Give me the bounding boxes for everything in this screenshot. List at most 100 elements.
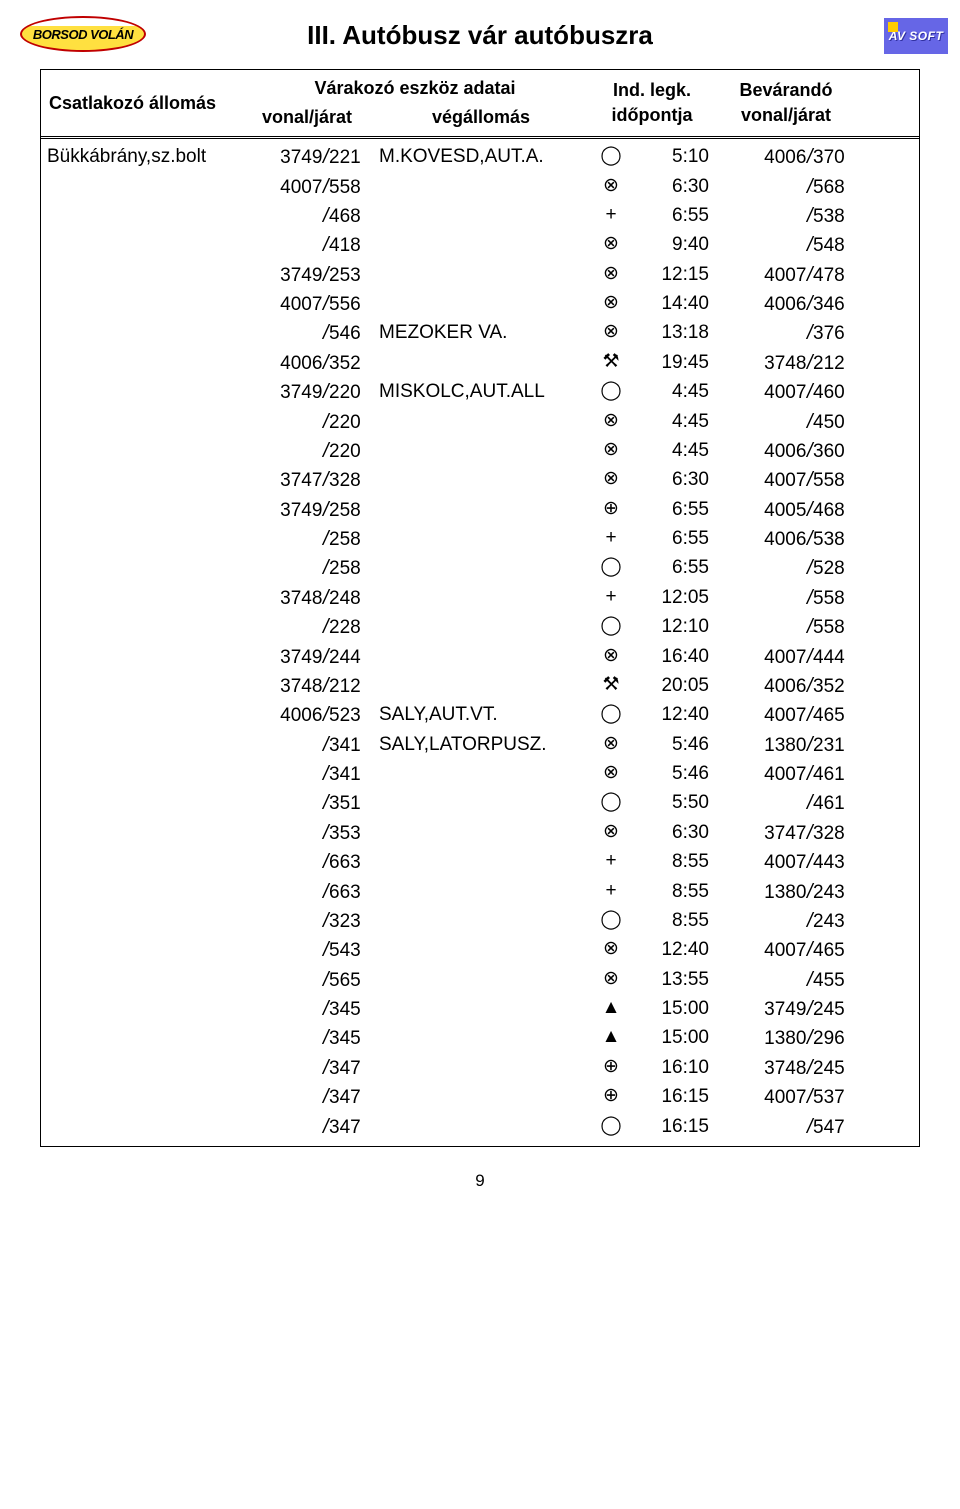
cell-time: 13:55 — [633, 966, 715, 995]
cell-line: /418 — [241, 231, 373, 260]
cell-terminal — [373, 907, 589, 936]
cell-time: 12:40 — [633, 701, 715, 730]
cell-time: 12:05 — [633, 584, 715, 613]
cell-terminal — [373, 231, 589, 260]
cell-line: /220 — [241, 437, 373, 466]
cell-daytype-icon: ◯ — [589, 1112, 633, 1141]
cell-daytype-icon: + — [589, 877, 633, 906]
cell-station — [41, 936, 241, 965]
cell-time: 16:40 — [633, 642, 715, 671]
cell-daytype-icon: ▲ — [589, 1024, 633, 1053]
th-awaited: Bevárandó vonal/járat — [715, 70, 857, 136]
cell-awaited-line: /538 — [715, 202, 857, 231]
cell-terminal — [373, 819, 589, 848]
cell-terminal — [373, 496, 589, 525]
cell-daytype-icon: ⚒ — [589, 672, 633, 701]
cell-awaited-line: 4006/538 — [715, 525, 857, 554]
table-row: /345▲15:003749/245 — [41, 995, 919, 1024]
cell-awaited-line: /528 — [715, 554, 857, 583]
cell-line: 3749/220 — [241, 378, 373, 407]
cell-daytype-icon: ⊗ — [589, 466, 633, 495]
cell-station — [41, 584, 241, 613]
cell-time: 4:45 — [633, 407, 715, 436]
table-row: /258 +6:554006/538 — [41, 525, 919, 554]
cell-time: 8:55 — [633, 877, 715, 906]
cell-line: /258 — [241, 525, 373, 554]
cell-awaited-line: /568 — [715, 172, 857, 201]
cell-line: /347 — [241, 1112, 373, 1141]
cell-terminal — [373, 760, 589, 789]
company-logo: BORSOD VOLÁN — [20, 16, 146, 52]
table-row: /418⊗9:40/548 — [41, 231, 919, 260]
cell-time: 13:18 — [633, 319, 715, 348]
cell-awaited-line: 4007/465 — [715, 701, 857, 730]
cell-terminal: MISKOLC,AUT.ALL — [373, 378, 589, 407]
table-row: /468+6:55/538 — [41, 202, 919, 231]
cell-station — [41, 231, 241, 260]
page-number: 9 — [40, 1171, 920, 1191]
cell-line: /345 — [241, 1024, 373, 1053]
cell-time: 5:46 — [633, 731, 715, 760]
cell-daytype-icon: + — [589, 525, 633, 554]
table-row: /347⊕16:103748/245 — [41, 1054, 919, 1083]
cell-awaited-line: /558 — [715, 613, 857, 642]
cell-awaited-line: 4007/444 — [715, 642, 857, 671]
table-row: 3747/328⊗6:304007/558 — [41, 466, 919, 495]
table-row: /220⊗4:454006/360 — [41, 437, 919, 466]
page-title: III. Autóbusz vár autóbuszra — [307, 20, 653, 51]
cell-terminal — [373, 554, 589, 583]
cell-awaited-line: /558 — [715, 584, 857, 613]
cell-station — [41, 378, 241, 407]
cell-awaited-line: 3748/212 — [715, 349, 857, 378]
cell-awaited-line: 4007/443 — [715, 848, 857, 877]
cell-station — [41, 1083, 241, 1112]
cell-time: 6:55 — [633, 525, 715, 554]
cell-line: /345 — [241, 995, 373, 1024]
table-row: /220⊗4:45/450 — [41, 407, 919, 436]
cell-time: 16:15 — [633, 1112, 715, 1141]
cell-terminal — [373, 672, 589, 701]
cell-line: /347 — [241, 1054, 373, 1083]
cell-terminal — [373, 642, 589, 671]
cell-terminal — [373, 407, 589, 436]
table-row: /546MEZOKER VA.⊗13:18/376 — [41, 319, 919, 348]
cell-time: 12:10 — [633, 613, 715, 642]
cell-daytype-icon: ⊗ — [589, 966, 633, 995]
table-row: /663+8:554007/443 — [41, 848, 919, 877]
cell-awaited-line: 4007/537 — [715, 1083, 857, 1112]
cell-terminal — [373, 525, 589, 554]
cell-station — [41, 819, 241, 848]
cell-station — [41, 966, 241, 995]
cell-line: /663 — [241, 877, 373, 906]
cell-daytype-icon: ⊗ — [589, 407, 633, 436]
table-row: /347◯16:15/547 — [41, 1112, 919, 1141]
cell-awaited-line: /376 — [715, 319, 857, 348]
cell-daytype-icon: ◯ — [589, 143, 633, 172]
cell-station — [41, 642, 241, 671]
cell-time: 14:40 — [633, 290, 715, 319]
software-logo: AV SOFT — [884, 18, 948, 54]
cell-station — [41, 1024, 241, 1053]
cell-time: 6:55 — [633, 496, 715, 525]
cell-awaited-line: 4006/360 — [715, 437, 857, 466]
table-row: /345▲15:001380/296 — [41, 1024, 919, 1053]
cell-time: 15:00 — [633, 1024, 715, 1053]
cell-awaited-line: 4007/478 — [715, 261, 857, 290]
cell-daytype-icon: + — [589, 202, 633, 231]
cell-awaited-line: 4005/468 — [715, 496, 857, 525]
table-row: /258◯6:55/528 — [41, 554, 919, 583]
cell-daytype-icon: ⊗ — [589, 936, 633, 965]
cell-daytype-icon: ◯ — [589, 907, 633, 936]
table-row: 3749/244⊗16:404007/444 — [41, 642, 919, 671]
cell-time: 6:30 — [633, 172, 715, 201]
header-row: BORSOD VOLÁN III. Autóbusz vár autóbuszr… — [40, 20, 920, 51]
cell-daytype-icon: ◯ — [589, 789, 633, 818]
cell-line: 4007/558 — [241, 172, 373, 201]
cell-line: 3749/244 — [241, 642, 373, 671]
cell-line: /347 — [241, 1083, 373, 1112]
cell-terminal — [373, 848, 589, 877]
cell-time: 19:45 — [633, 349, 715, 378]
cell-time: 4:45 — [633, 437, 715, 466]
table-row: /341⊗5:464007/461 — [41, 760, 919, 789]
cell-time: 16:10 — [633, 1054, 715, 1083]
